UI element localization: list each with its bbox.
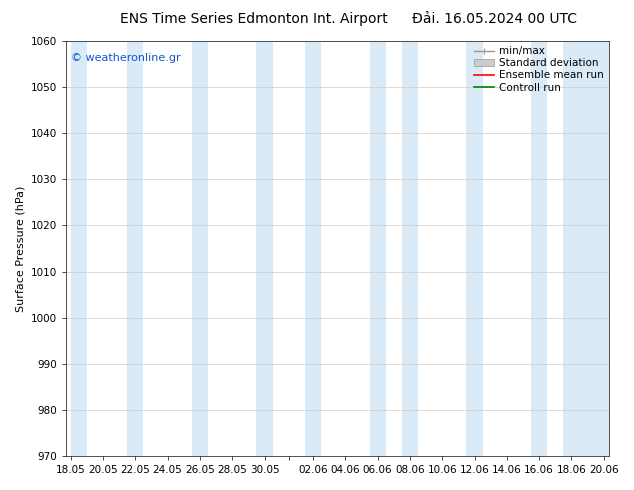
Y-axis label: Surface Pressure (hPa): Surface Pressure (hPa) xyxy=(15,185,25,312)
Bar xyxy=(305,41,321,456)
Text: ENS Time Series Edmonton Int. Airport: ENS Time Series Edmonton Int. Airport xyxy=(120,12,387,26)
Text: © weatheronline.gr: © weatheronline.gr xyxy=(71,53,181,64)
Bar xyxy=(564,41,612,456)
Bar xyxy=(127,41,143,456)
Bar xyxy=(370,41,385,456)
Legend: min/max, Standard deviation, Ensemble mean run, Controll run: min/max, Standard deviation, Ensemble me… xyxy=(472,44,605,95)
Text: Đải. 16.05.2024 00 UTC: Đải. 16.05.2024 00 UTC xyxy=(412,12,577,26)
Bar xyxy=(192,41,208,456)
Bar xyxy=(531,41,547,456)
Bar xyxy=(70,41,87,456)
Bar xyxy=(256,41,273,456)
Bar xyxy=(402,41,418,456)
Bar xyxy=(467,41,482,456)
